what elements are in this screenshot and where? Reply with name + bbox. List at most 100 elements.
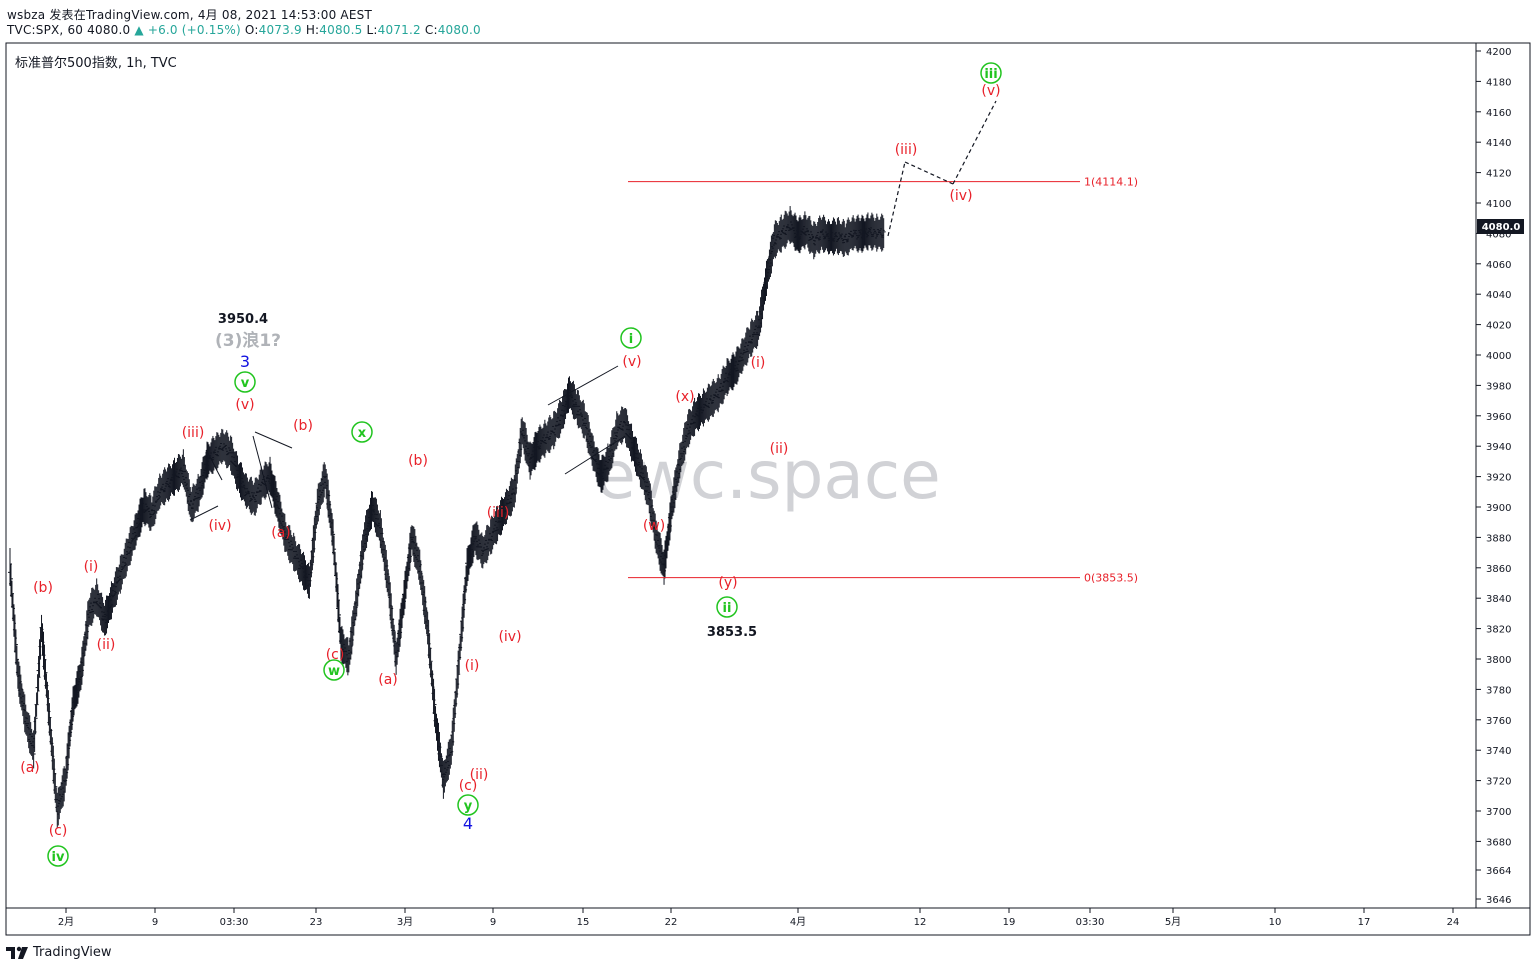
wave-label-red: (ii) [770, 441, 789, 457]
tradingview-logo-icon [6, 946, 28, 959]
y-tick-label: 3820 [1486, 625, 1511, 636]
y-tick-label: 3980 [1486, 381, 1511, 392]
y-tick-label: 4180 [1486, 77, 1511, 88]
y-tick-label: 3940 [1486, 442, 1511, 453]
high-label: H: [305, 23, 320, 37]
wave-label-red: (c) [49, 823, 68, 839]
wave-label-red: (iv) [949, 188, 972, 204]
wave-label-red: (ii) [470, 767, 489, 783]
wave-label-red: (iii) [182, 425, 205, 441]
trend-line [189, 505, 219, 521]
brand-label: TradingView [33, 944, 112, 960]
wave-circle-green [980, 62, 1002, 84]
wave-label-red: (i) [465, 658, 480, 674]
x-tick-label: 22 [665, 917, 678, 928]
y-tick-label: 4020 [1486, 321, 1511, 332]
x-tick-label: 12 [914, 917, 927, 928]
low-value: 4071.2 [377, 23, 421, 37]
price-annotation: 3853.5 [707, 625, 757, 640]
wave-label-red: (i) [84, 559, 99, 575]
wave-label-red: (v) [622, 354, 641, 370]
change-value: +6.0 (+0.15%) [147, 23, 241, 37]
wave-label-red: (a) [20, 760, 40, 776]
last-price-text: 4080.0 [1482, 222, 1521, 233]
watermark-text: ewc.space [595, 437, 940, 514]
y-tick-label: 3920 [1486, 473, 1511, 484]
publisher-line: wsbza 发表在TradingView.com, 4月 08, 2021 14… [7, 8, 372, 22]
wave-label-red: (b) [33, 580, 53, 596]
fib-label: 1(4114.1) [1084, 176, 1138, 189]
wave-label-red: (iv) [498, 629, 521, 645]
y-tick-label: 4060 [1486, 260, 1511, 271]
wave-label-red: (w) [643, 518, 665, 534]
wave-drawings [189, 100, 997, 521]
symbol-info: TVC:SPX, 60 4080.0 [7, 23, 131, 37]
x-tick-label: 15 [577, 917, 590, 928]
y-tick-label: 4040 [1486, 290, 1511, 301]
projection-line [887, 161, 906, 237]
wave-circle-green [620, 327, 642, 349]
wave-label-red: (v) [981, 83, 1000, 99]
y-tick-label: 3880 [1486, 533, 1511, 544]
x-tick-label: 03:30 [220, 917, 249, 928]
y-tick-label: 4120 [1486, 169, 1511, 180]
trend-line [205, 449, 223, 481]
y-tick-label: 4140 [1486, 138, 1511, 149]
y-tick-label: 3960 [1486, 412, 1511, 423]
y-tick-label: 3664 [1486, 866, 1511, 877]
y-tick-label: 3900 [1486, 503, 1511, 514]
x-tick-label: 23 [310, 917, 323, 928]
wave-label-red: (b) [293, 418, 313, 434]
wave-label-red: (iii) [895, 142, 918, 158]
open-label: O: [244, 23, 259, 37]
x-tick-label: 4月 [790, 916, 806, 928]
ohlc-line: TVC:SPX, 60 4080.0 ▲ +6.0 (+0.15%) O: 407… [7, 23, 481, 37]
trend-line [547, 365, 619, 406]
wave-label-green: y [464, 799, 473, 814]
wave-label-red: (a) [271, 525, 291, 541]
y-tick-label: 3740 [1486, 746, 1511, 757]
trend-line [252, 435, 273, 509]
tradingview-brand[interactable]: TradingView [6, 944, 112, 960]
high-value: 4080.5 [319, 23, 363, 37]
y-tick-label: 3720 [1486, 777, 1511, 788]
fib-label: 0(3853.5) [1084, 572, 1138, 585]
up-arrow-icon: ▲ [134, 23, 144, 37]
wave-circle-green [716, 596, 738, 618]
y-tick-label: 4160 [1486, 108, 1511, 119]
y-tick-label: 3840 [1486, 594, 1511, 605]
wave-label-red: (i) [751, 355, 766, 371]
wave-label-green: i [629, 332, 633, 347]
x-tick-label: 03:30 [1076, 917, 1105, 928]
wave-label-red: (y) [718, 575, 737, 591]
x-axis: 2月 9 03:30 23 3月 9 15 22 4月 12 19 03:30 5月 10 17 24 [58, 908, 1460, 928]
wave-circle-green [47, 845, 69, 867]
y-axis: 4200 4180 4160 4140 4120 4100 4080 4060 4040 4020… [1476, 47, 1511, 906]
projection-line [904, 161, 954, 185]
wave-label-red: (ii) [97, 637, 116, 653]
price-annotation: 3950.4 [218, 312, 268, 327]
x-tick-label: 17 [1358, 917, 1371, 928]
wave-circle-green [234, 371, 256, 393]
x-tick-label: 9 [152, 917, 158, 928]
y-tick-label: 3760 [1486, 716, 1511, 727]
x-tick-label: 24 [1447, 917, 1460, 928]
x-tick-label: 9 [490, 917, 496, 928]
fib-levels: 1(4114.1) 0(3853.5) [628, 176, 1138, 585]
wave-label-green: x [358, 426, 367, 441]
y-tick-label: 3780 [1486, 685, 1511, 696]
y-tick-label: 3800 [1486, 655, 1511, 666]
close-label: C: [424, 23, 438, 37]
wave-circle-green [351, 421, 373, 443]
x-tick-label: 10 [1269, 917, 1282, 928]
y-tick-label: 4100 [1486, 199, 1511, 210]
wave-label-green: w [328, 664, 340, 679]
low-label: L: [366, 23, 378, 37]
wave-label-blue: 3 [240, 352, 250, 371]
y-tick-label: 3646 [1486, 895, 1511, 906]
wave-label-blue: 4 [463, 814, 473, 833]
projection-line [952, 100, 997, 185]
wave-label-green: iii [984, 67, 997, 82]
y-tick-label: 3700 [1486, 807, 1511, 818]
